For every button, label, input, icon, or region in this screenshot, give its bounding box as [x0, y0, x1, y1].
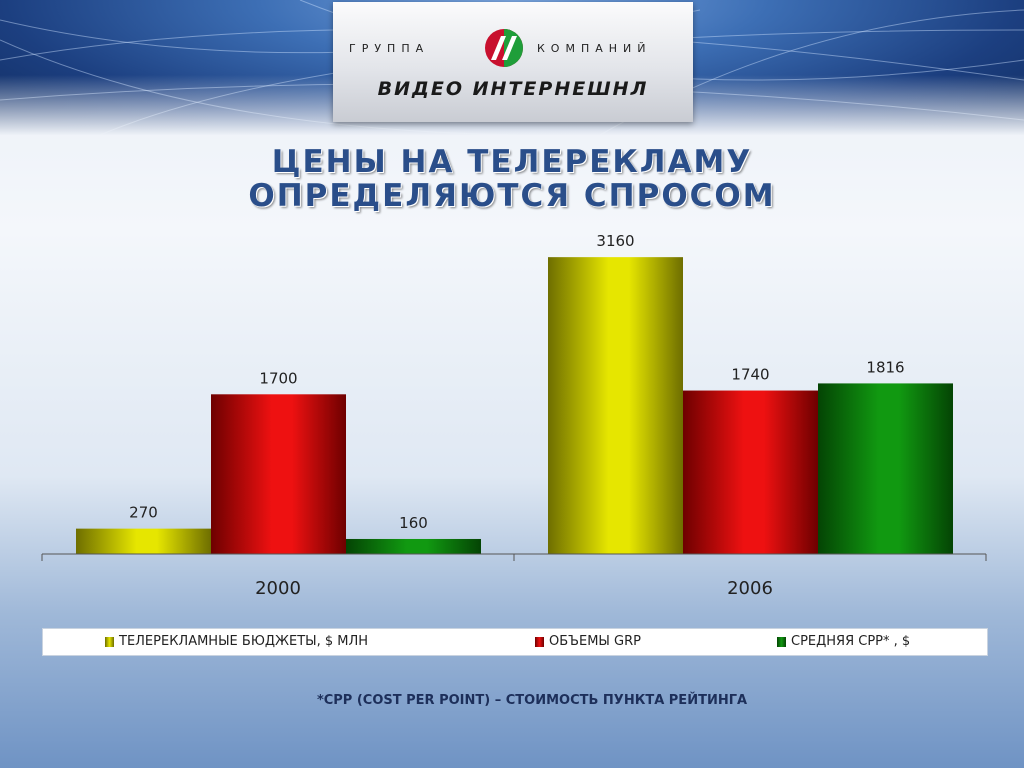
category-labels: 2000 2006 — [255, 578, 773, 599]
legend-swatch-grp — [535, 637, 544, 647]
data-label-grp-2006: 1740 — [731, 366, 769, 384]
bar-budgets-2006 — [548, 257, 683, 554]
bar-grp-2006 — [683, 390, 818, 554]
category-label-2000: 2000 — [255, 578, 301, 599]
x-axis-ticks — [41, 554, 987, 561]
legend-label-budgets: ТЕЛЕРЕКЛАМНЫЕ БЮДЖЕТЫ, $ МЛН — [119, 634, 369, 649]
logo-mark-icon — [485, 29, 523, 67]
page-title-line-2: ОПРЕДЕЛЯЮТСЯ СПРОСОМ — [248, 178, 776, 214]
logo-top-row: ГРУППА КОМПАНИЙ — [333, 28, 693, 68]
logo-name: ВИДЕО ИНТЕРНЕШНЛ — [377, 78, 649, 100]
bars-layer — [76, 257, 953, 554]
bar-grp-2000 — [211, 394, 346, 554]
bar-cpp-2006 — [818, 383, 953, 554]
legend-swatch-cpp — [777, 637, 786, 647]
data-label-budgets-2000: 270 — [129, 504, 158, 522]
bar-cpp-2000 — [346, 538, 481, 554]
footnote: *CPP (COST PER POINT) – СТОИМОСТЬ ПУНКТА… — [316, 693, 748, 708]
logo-word-left: ГРУППА — [349, 42, 430, 55]
data-label-grp-2000: 1700 — [259, 369, 297, 387]
bar-chart: 270 1700 160 3160 1740 1816 2000 2006 — [41, 232, 987, 599]
page-title-line-1: ЦЕНЫ НА ТЕЛЕРЕКЛАМУ — [271, 144, 753, 180]
legend-swatch-budgets — [105, 637, 114, 647]
logo-word-right: КОМПАНИЙ — [537, 42, 652, 55]
logo: ГРУППА КОМПАНИЙ ВИДЕО ИНТЕРНЕШНЛ — [333, 2, 693, 122]
category-label-2006: 2006 — [727, 578, 773, 599]
bar-budgets-2000 — [76, 528, 211, 554]
labels-layer: 270 1700 160 3160 1740 1816 — [129, 232, 904, 532]
legend-label-cpp: СРЕДНЯЯ CPP* , $ — [791, 634, 911, 649]
data-label-cpp-2000: 160 — [399, 514, 428, 532]
chart-legend: ТЕЛЕРЕКЛАМНЫЕ БЮДЖЕТЫ, $ МЛН ОБЪЕМЫ GRP … — [42, 628, 988, 656]
data-label-budgets-2006: 3160 — [596, 232, 634, 250]
legend-label-grp: ОБЪЕМЫ GRP — [549, 634, 641, 649]
data-label-cpp-2006: 1816 — [866, 358, 904, 376]
